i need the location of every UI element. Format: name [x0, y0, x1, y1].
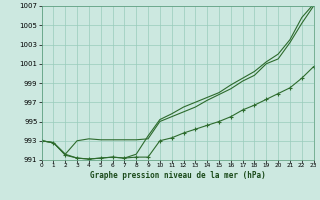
X-axis label: Graphe pression niveau de la mer (hPa): Graphe pression niveau de la mer (hPa): [90, 171, 266, 180]
